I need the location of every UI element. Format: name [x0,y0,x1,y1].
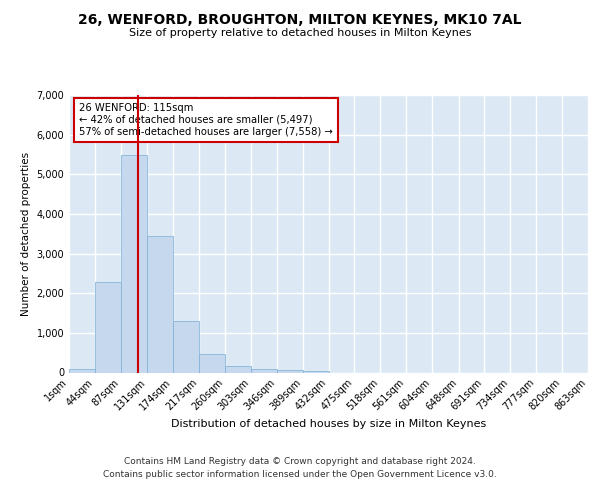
Text: Size of property relative to detached houses in Milton Keynes: Size of property relative to detached ho… [129,28,471,38]
Bar [277,370,302,372]
Text: 26 WENFORD: 115sqm
← 42% of detached houses are smaller (5,497)
57% of semi-deta: 26 WENFORD: 115sqm ← 42% of detached hou… [79,104,333,136]
Bar [173,320,199,372]
Bar [69,370,95,372]
Bar [302,371,329,372]
Text: Contains public sector information licensed under the Open Government Licence v3: Contains public sector information licen… [103,470,497,479]
Text: Contains HM Land Registry data © Crown copyright and database right 2024.: Contains HM Land Registry data © Crown c… [124,458,476,466]
Bar [199,354,225,372]
Bar [95,282,121,372]
Y-axis label: Number of detached properties: Number of detached properties [21,152,31,316]
Bar [225,366,251,372]
Bar [147,236,173,372]
Bar [251,369,277,372]
Bar [121,156,147,372]
Text: 26, WENFORD, BROUGHTON, MILTON KEYNES, MK10 7AL: 26, WENFORD, BROUGHTON, MILTON KEYNES, M… [78,12,522,26]
X-axis label: Distribution of detached houses by size in Milton Keynes: Distribution of detached houses by size … [171,420,486,430]
